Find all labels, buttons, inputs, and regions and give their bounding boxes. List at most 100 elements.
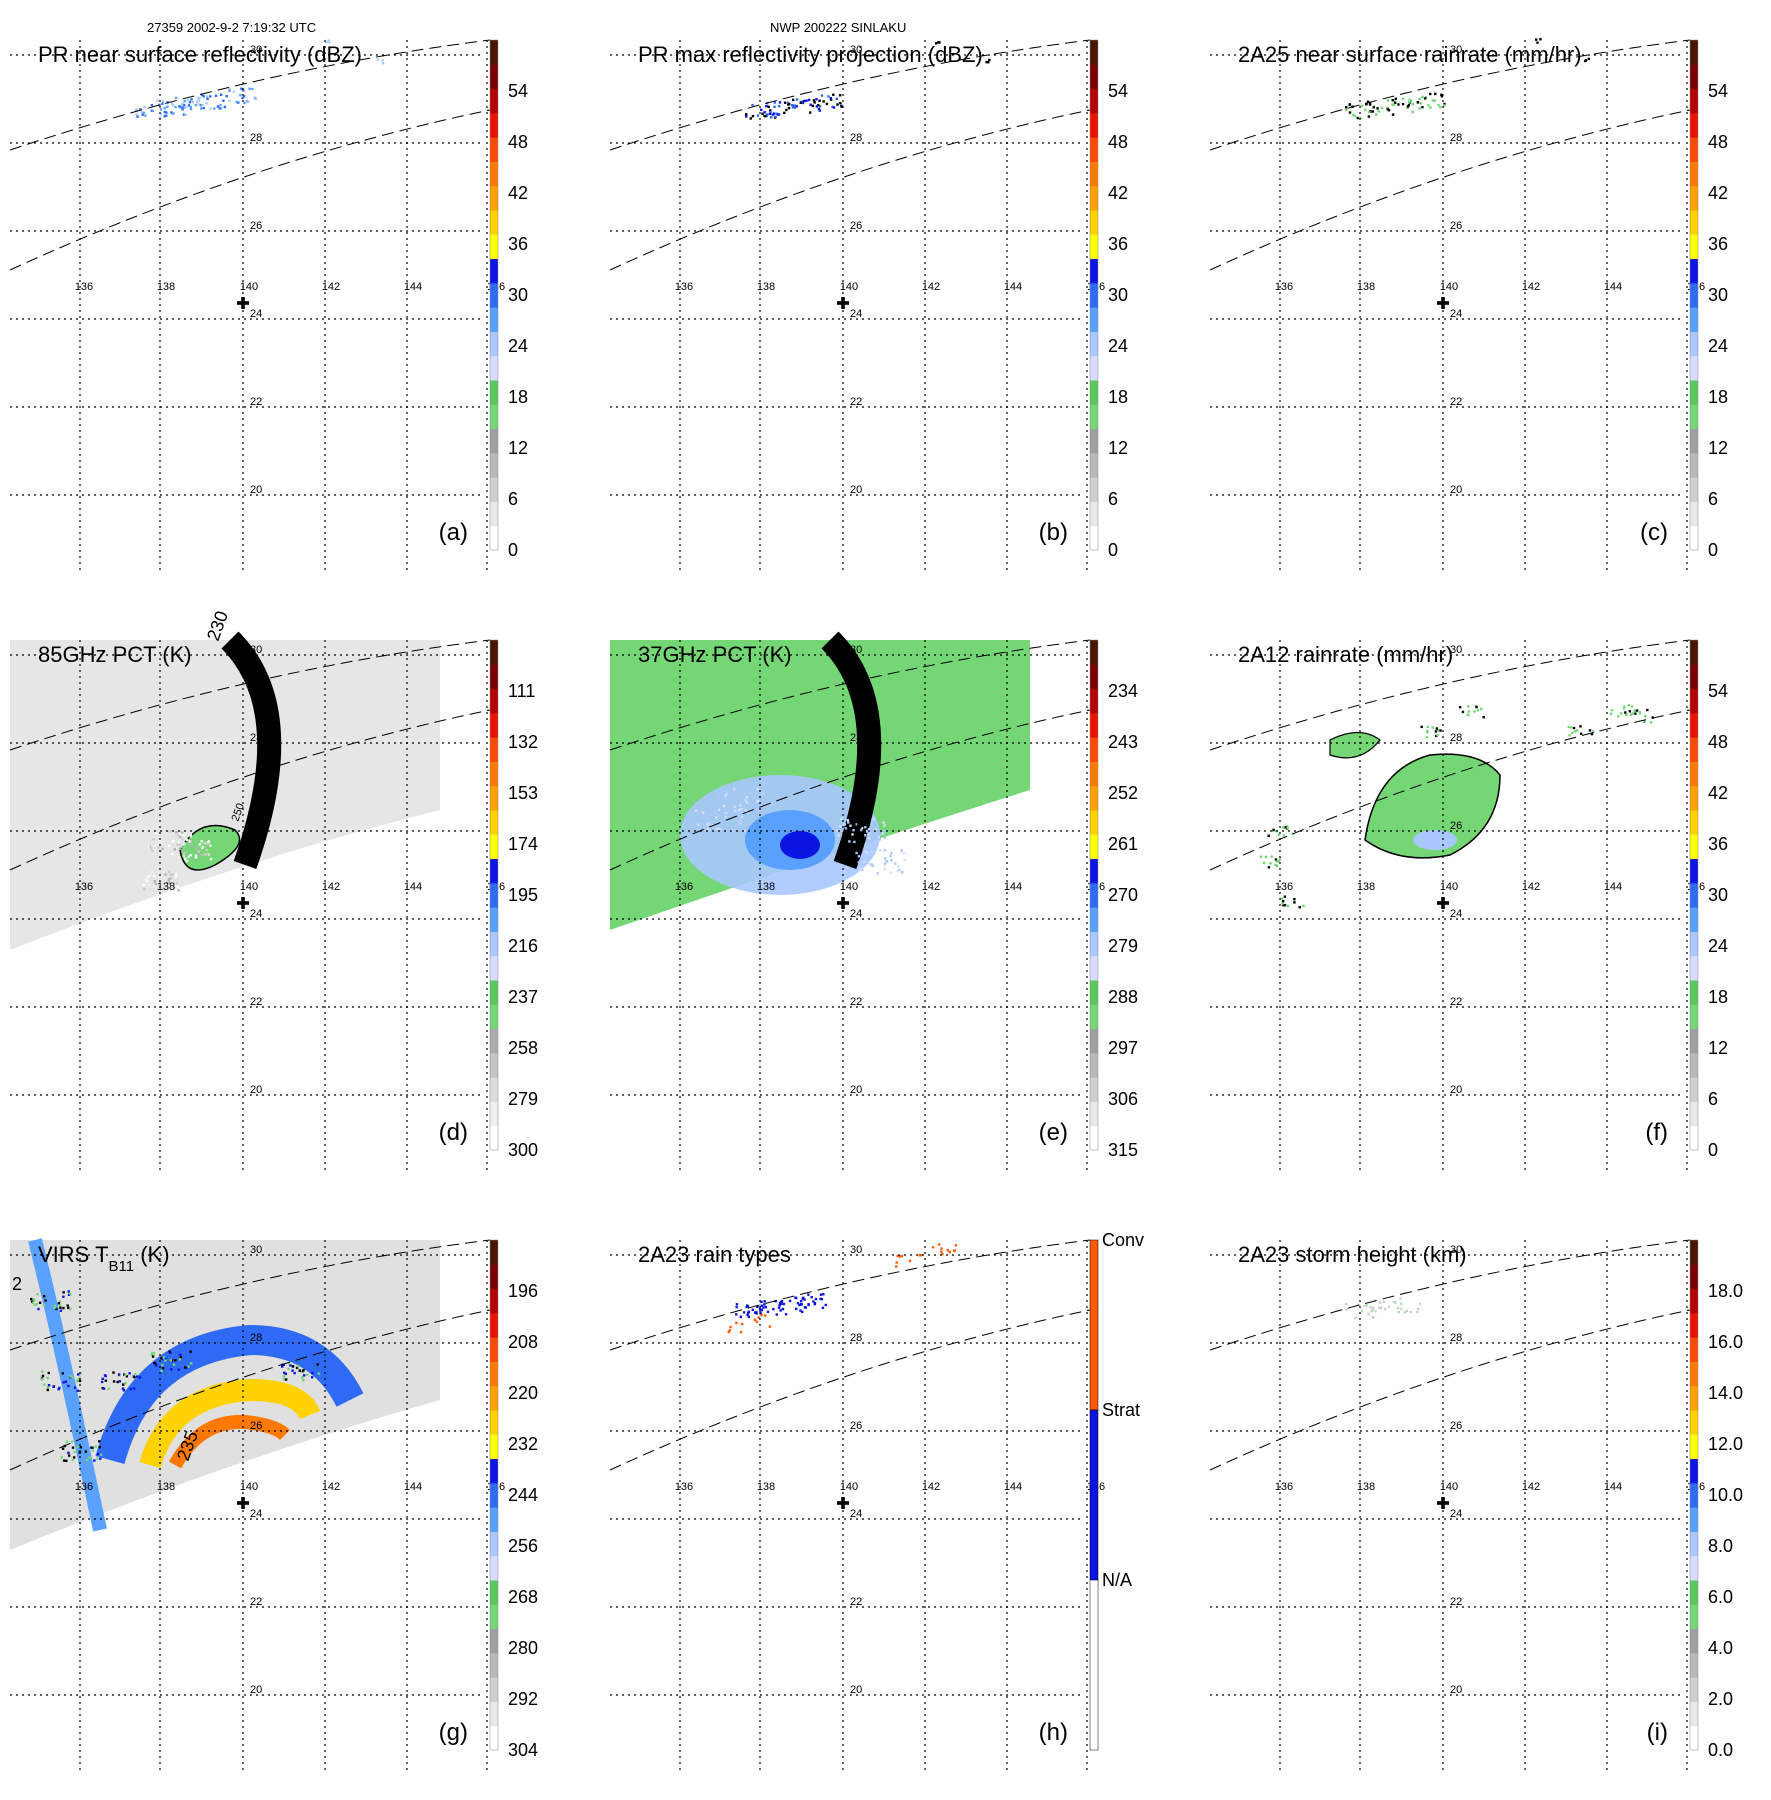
lon-tick-label: 140 <box>840 1481 858 1493</box>
colorbar-tick-label: 300 <box>508 1140 538 1160</box>
colorbar-segment <box>1690 1507 1698 1532</box>
colorbar-tick-label: 30 <box>1708 285 1728 305</box>
colorbar-segment <box>490 477 498 502</box>
colorbar-tick-label: 12 <box>1708 1038 1728 1058</box>
colorbar-segment <box>1090 785 1098 811</box>
colorbar-segment <box>1690 404 1698 430</box>
colorbar-segment <box>490 907 498 932</box>
colorbar-segment <box>1690 137 1698 162</box>
colorbar-segment <box>490 1652 498 1678</box>
lat-tick-label: 20 <box>850 1084 862 1096</box>
lon-tick-label: 144 <box>1004 881 1022 893</box>
lon-tick-label: 138 <box>157 881 175 893</box>
colorbar-tick-label: 12 <box>508 438 528 458</box>
colorbar-segment <box>1090 1125 1098 1151</box>
lat-tick-label: 30 <box>850 1244 862 1256</box>
lat-tick-label: 30 <box>1450 44 1462 56</box>
colorbar-tick-label: Strat <box>1102 1400 1140 1420</box>
lon-tick-label: 144 <box>1604 281 1622 293</box>
colorbar-tick-label: 30 <box>1108 285 1128 305</box>
lon-tick-label: 140 <box>240 281 258 293</box>
lat-tick-label: 20 <box>250 484 262 496</box>
colorbar-segment <box>490 1604 498 1630</box>
colorbar-tick-label: 54 <box>1708 81 1728 101</box>
lon-tick-label: 138 <box>1357 281 1375 293</box>
chart-svg-i: 1361381401421441463028262422200.02.04.06… <box>1209 1239 1743 1770</box>
lon-tick-label: 142 <box>922 881 940 893</box>
colorbar: 0 6 12 18 24 30 36 42 48 54 <box>1089 39 1128 560</box>
colorbar-segment <box>490 737 498 762</box>
lon-tick-label: 140 <box>1440 1481 1458 1493</box>
colorbar-segment <box>490 1531 498 1557</box>
lon-tick-label: 144 <box>1604 1481 1622 1493</box>
lat-tick-label: 26 <box>1450 820 1462 832</box>
colorbar-segment <box>490 931 498 957</box>
colorbar-segment <box>490 1288 498 1314</box>
colorbar-segment <box>1090 1052 1098 1078</box>
colorbar-tick-label: 24 <box>1708 336 1728 356</box>
lon-tick-label: 138 <box>757 881 775 893</box>
lon-tick-label: 136 <box>1275 881 1293 893</box>
lon-tick-label: 144 <box>404 1481 422 1493</box>
lat-tick-label: 26 <box>850 1420 862 1432</box>
colorbar-segment <box>490 1077 498 1102</box>
colorbar-segment <box>1690 161 1698 187</box>
colorbar-segment <box>1690 88 1698 114</box>
rain-echo <box>325 39 385 65</box>
colorbar-tick-label: 18.0 <box>1708 1281 1743 1301</box>
colorbar-segment <box>1690 40 1698 65</box>
colorbar-tick-label: 153 <box>508 783 538 803</box>
lon-tick-label: 144 <box>404 881 422 893</box>
colorbar-tick-label: 6 <box>1708 489 1718 509</box>
missing-data-arc <box>221 631 282 870</box>
lat-tick-label: 26 <box>250 1420 262 1432</box>
colorbar-tick-label: 54 <box>508 81 528 101</box>
lat-tick-label: 28 <box>850 132 862 144</box>
colorbar-tick-label: 232 <box>508 1434 538 1454</box>
colorbar-tick-label: N/A <box>1102 1570 1132 1590</box>
colorbar-segment <box>1690 1628 1698 1654</box>
lat-tick-label: 20 <box>1450 1084 1462 1096</box>
colorbar-tick-label: 270 <box>1108 885 1138 905</box>
lat-tick-label: 28 <box>850 1332 862 1344</box>
colorbar-tick-label: 315 <box>1108 1140 1138 1160</box>
colorbar-tick-label: 48 <box>1708 132 1728 152</box>
lat-tick-label: 30 <box>850 644 862 656</box>
colorbar-segment <box>490 955 498 981</box>
colorbar-segment <box>1090 834 1098 860</box>
colorbar-segment <box>1690 234 1698 260</box>
lon-tick-label: 142 <box>1522 281 1540 293</box>
lat-tick-label: 30 <box>1450 644 1462 656</box>
chart-svg-f: 1361381401421441463028262422200612182430… <box>1209 639 1728 1170</box>
colorbar-tick-label: 42 <box>1108 183 1128 203</box>
lon-tick-label: 136 <box>675 881 693 893</box>
colorbar-segment <box>490 40 498 65</box>
lat-tick-label: 26 <box>1450 1420 1462 1432</box>
colorbar-segment <box>1690 664 1698 690</box>
colorbar-segment <box>1090 40 1098 65</box>
colorbar-tick-label: 16.0 <box>1708 1332 1743 1352</box>
colorbar-tick-label: 132 <box>508 732 538 752</box>
colorbar-segment <box>1690 428 1698 454</box>
colorbar-segment <box>1690 525 1698 551</box>
colorbar-segment <box>490 1337 498 1362</box>
colorbar-segment <box>1690 1337 1698 1362</box>
colorbar: 0 6 12 18 24 30 36 42 48 54 <box>1689 39 1728 560</box>
colorbar-tick-label: 297 <box>1108 1038 1138 1058</box>
lon-tick-label: 140 <box>240 881 258 893</box>
colorbar-segment <box>490 1434 498 1460</box>
colorbar-segment <box>1690 688 1698 714</box>
colorbar-segment <box>1690 1125 1698 1151</box>
colorbar-segment <box>1089 1579 1099 1751</box>
swath-edge-south <box>609 109 1091 271</box>
colorbar-segment <box>1690 1385 1698 1411</box>
colorbar-tick-label: 304 <box>508 1740 538 1760</box>
colorbar-segment <box>1090 664 1098 690</box>
colorbar-segment <box>490 1677 498 1702</box>
colorbar-segment <box>490 404 498 430</box>
lat-tick-label: 22 <box>250 396 262 408</box>
colorbar-segment <box>1090 161 1098 187</box>
colorbar-segment <box>1090 307 1098 332</box>
lat-tick-label: 24 <box>250 1508 262 1520</box>
lat-tick-label: 26 <box>1450 220 1462 232</box>
